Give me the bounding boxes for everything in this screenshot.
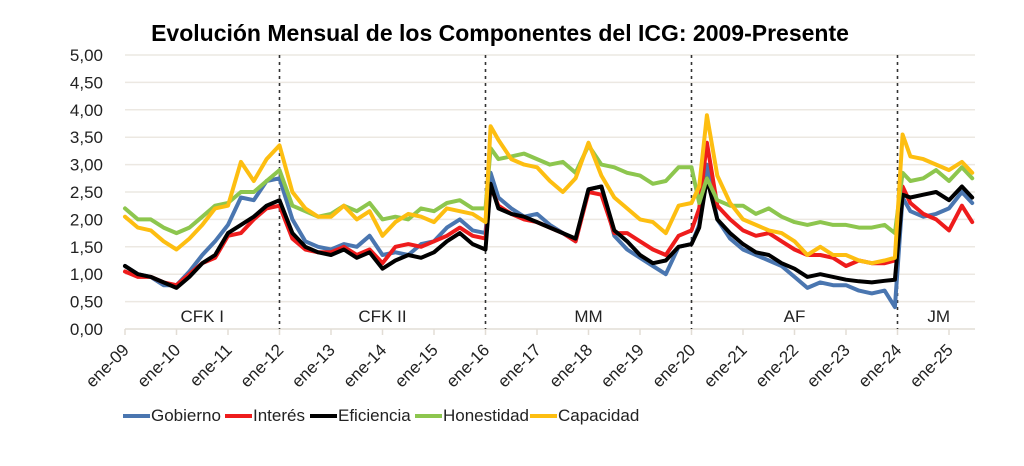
period-label: AF xyxy=(784,307,806,326)
y-axis: 0,00 0,50 1,00 1,50 2,00 2,50 3,00 3,50 4,00 4,50… xyxy=(70,46,103,339)
series-line-eficiencia xyxy=(123,176,975,290)
x-tick-label: ene-20 xyxy=(648,340,699,391)
legend-label: Eficiencia xyxy=(338,406,411,425)
x-tick-label: ene-11 xyxy=(186,340,236,390)
y-tick-label: 3,50 xyxy=(70,128,103,147)
x-tick-label: ene-23 xyxy=(803,340,854,391)
series-line-honestidad xyxy=(123,143,975,236)
x-tick-label: ene-25 xyxy=(906,340,957,391)
legend-label: Capacidad xyxy=(558,406,639,425)
x-tick-label: ene-16 xyxy=(442,340,493,391)
y-tick-label: 4,00 xyxy=(70,101,103,120)
x-tick-label: ene-15 xyxy=(391,340,442,391)
y-tick-label: 5,00 xyxy=(70,46,103,65)
gridlines xyxy=(125,54,975,330)
legend-label: Interés xyxy=(253,406,305,425)
x-tick-label: ene-19 xyxy=(597,340,648,391)
period-label: CFK II xyxy=(358,307,406,326)
series-line-gobierno xyxy=(123,162,975,310)
period-label: JM xyxy=(927,307,950,326)
x-tick-label: ene-13 xyxy=(288,340,339,391)
y-tick-label: 4,50 xyxy=(70,73,103,92)
legend-item: Gobierno xyxy=(123,406,221,425)
legend-item: Eficiencia xyxy=(310,406,411,425)
y-tick-label: 2,50 xyxy=(70,183,103,202)
legend-item: Honestidad xyxy=(415,406,529,425)
x-axis: ene-09 ene-10 ene-11 ene-12 ene-13 ene-14 ene-… xyxy=(82,329,957,391)
series-lines xyxy=(123,113,975,310)
x-tick-label: ene-24 xyxy=(854,340,905,391)
legend: Gobierno Interés Eficiencia Honestidad Capac… xyxy=(123,406,639,425)
legend-item: Interés xyxy=(225,406,305,425)
y-tick-label: 3,00 xyxy=(70,156,103,175)
y-tick-label: 0,50 xyxy=(70,293,103,312)
x-tick-label: ene-22 xyxy=(751,340,802,391)
period-label: CFK I xyxy=(181,307,224,326)
legend-label: Gobierno xyxy=(151,406,221,425)
legend-item: Capacidad xyxy=(530,406,639,425)
x-tick-label: ene-10 xyxy=(133,340,184,391)
x-tick-label: ene-12 xyxy=(236,340,287,391)
legend-label: Honestidad xyxy=(443,406,529,425)
series-line-capacidad xyxy=(123,113,975,266)
x-tick-label: ene-09 xyxy=(82,340,133,391)
y-tick-label: 1,50 xyxy=(70,238,103,257)
period-labels: CFK I CFK II MM AF JM xyxy=(181,307,951,326)
period-label: MM xyxy=(574,307,602,326)
x-tick-label: ene-21 xyxy=(700,340,751,391)
chart-title: Evolución Mensual de los Componentes del… xyxy=(151,20,849,46)
y-tick-label: 0,00 xyxy=(70,320,103,339)
x-tick-label: ene-17 xyxy=(494,340,545,391)
x-tick-label: ene-18 xyxy=(545,340,596,391)
y-tick-label: 2,00 xyxy=(70,210,103,229)
x-tick-label: ene-14 xyxy=(339,340,390,391)
y-tick-label: 1,00 xyxy=(70,265,103,284)
